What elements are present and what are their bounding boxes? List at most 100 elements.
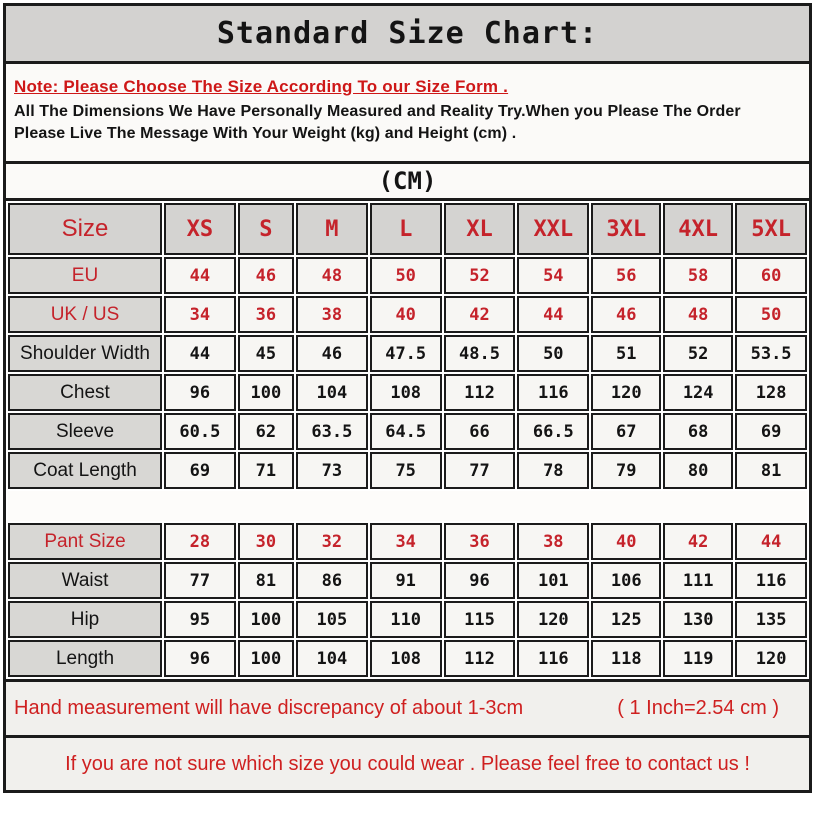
table-row: Length 96 100 104 108 112 116 118 119 120 xyxy=(8,640,807,677)
value-cell: 128 xyxy=(735,374,807,411)
row-label: Length xyxy=(8,640,162,677)
spacer-row xyxy=(8,491,807,521)
value-cell: 100 xyxy=(237,601,294,638)
size-column-header: 4XL xyxy=(663,203,734,255)
measurement-note-band: Hand measurement will have discrepancy o… xyxy=(6,682,809,738)
value-cell: 58 xyxy=(663,257,734,294)
value-cell: 125 xyxy=(591,601,662,638)
value-cell: 50 xyxy=(369,257,442,294)
value-cell: 42 xyxy=(663,523,734,560)
spacer-cell xyxy=(8,491,807,521)
value-cell: 52 xyxy=(663,335,734,372)
value-cell: 46 xyxy=(237,257,294,294)
table-row: Coat Length 69 71 73 75 77 78 79 80 81 xyxy=(8,452,807,489)
row-label: Coat Length xyxy=(8,452,162,489)
value-cell: 71 xyxy=(237,452,294,489)
row-label: Pant Size xyxy=(8,523,162,560)
value-cell: 69 xyxy=(164,452,236,489)
size-column-header: 3XL xyxy=(591,203,662,255)
row-label: Hip xyxy=(8,601,162,638)
value-cell: 119 xyxy=(663,640,734,677)
value-cell: 48 xyxy=(663,296,734,333)
discrepancy-note: Hand measurement will have discrepancy o… xyxy=(14,697,524,719)
size-corner-header: Size xyxy=(8,203,162,255)
value-cell: 46 xyxy=(295,335,368,372)
value-cell: 75 xyxy=(369,452,442,489)
value-cell: 40 xyxy=(591,523,662,560)
value-cell: 53.5 xyxy=(735,335,807,372)
value-cell: 50 xyxy=(517,335,590,372)
table-row: Shoulder Width 44 45 46 47.5 48.5 50 51 52 53.5 xyxy=(8,335,807,372)
value-cell: 36 xyxy=(443,523,516,560)
value-cell: 44 xyxy=(164,257,236,294)
size-chart-table: Size XS S M L XL XXL 3XL 4XL 5XL EU 44 46 48 50 52 54 56 5… xyxy=(6,201,809,679)
value-cell: 44 xyxy=(164,335,236,372)
value-cell: 60.5 xyxy=(164,413,236,450)
note-line-2: Please Live The Message With Your Weight… xyxy=(14,125,517,142)
value-cell: 96 xyxy=(443,562,516,599)
value-cell: 77 xyxy=(443,452,516,489)
value-cell: 135 xyxy=(735,601,807,638)
value-cell: 78 xyxy=(517,452,590,489)
row-label: Shoulder Width xyxy=(8,335,162,372)
value-cell: 101 xyxy=(517,562,590,599)
value-cell: 52 xyxy=(443,257,516,294)
page-title: Standard Size Chart: xyxy=(216,16,599,51)
table-row: Waist 77 81 86 91 96 101 106 111 116 xyxy=(8,562,807,599)
value-cell: 34 xyxy=(369,523,442,560)
size-column-header: XL xyxy=(443,203,516,255)
unit-band: (CM) xyxy=(6,164,809,201)
value-cell: 56 xyxy=(591,257,662,294)
value-cell: 62 xyxy=(237,413,294,450)
value-cell: 108 xyxy=(369,640,442,677)
value-cell: 34 xyxy=(164,296,236,333)
value-cell: 105 xyxy=(295,601,368,638)
value-cell: 73 xyxy=(295,452,368,489)
value-cell: 38 xyxy=(517,523,590,560)
value-cell: 54 xyxy=(517,257,590,294)
value-cell: 28 xyxy=(164,523,236,560)
value-cell: 30 xyxy=(237,523,294,560)
value-cell: 86 xyxy=(295,562,368,599)
size-chart-page: Standard Size Chart: Note: Please Choose… xyxy=(3,3,812,793)
value-cell: 32 xyxy=(295,523,368,560)
note-line-1: All The Dimensions We Have Personally Me… xyxy=(14,103,741,120)
value-cell: 63.5 xyxy=(295,413,368,450)
unit-label: (CM) xyxy=(378,167,437,195)
value-cell: 60 xyxy=(735,257,807,294)
size-column-header: XS xyxy=(164,203,236,255)
value-cell: 44 xyxy=(517,296,590,333)
value-cell: 66 xyxy=(443,413,516,450)
table-row: EU 44 46 48 50 52 54 56 58 60 xyxy=(8,257,807,294)
value-cell: 42 xyxy=(443,296,516,333)
value-cell: 124 xyxy=(663,374,734,411)
value-cell: 68 xyxy=(663,413,734,450)
value-cell: 116 xyxy=(517,640,590,677)
value-cell: 120 xyxy=(735,640,807,677)
value-cell: 81 xyxy=(237,562,294,599)
value-cell: 47.5 xyxy=(369,335,442,372)
size-column-header: M xyxy=(295,203,368,255)
value-cell: 112 xyxy=(443,374,516,411)
title-band: Standard Size Chart: xyxy=(6,6,809,64)
size-column-header: L xyxy=(369,203,442,255)
value-cell: 118 xyxy=(591,640,662,677)
value-cell: 115 xyxy=(443,601,516,638)
value-cell: 116 xyxy=(517,374,590,411)
value-cell: 69 xyxy=(735,413,807,450)
value-cell: 100 xyxy=(237,374,294,411)
row-label: UK / US xyxy=(8,296,162,333)
value-cell: 36 xyxy=(237,296,294,333)
row-label: Sleeve xyxy=(8,413,162,450)
value-cell: 104 xyxy=(295,374,368,411)
value-cell: 112 xyxy=(443,640,516,677)
note-panel: Note: Please Choose The Size According T… xyxy=(6,64,809,164)
value-cell: 95 xyxy=(164,601,236,638)
value-cell: 81 xyxy=(735,452,807,489)
table-row: Chest 96 100 104 108 112 116 120 124 128 xyxy=(8,374,807,411)
header-row: Size XS S M L XL XXL 3XL 4XL 5XL xyxy=(8,203,807,255)
value-cell: 66.5 xyxy=(517,413,590,450)
value-cell: 110 xyxy=(369,601,442,638)
size-column-header: 5XL xyxy=(735,203,807,255)
value-cell: 48 xyxy=(295,257,368,294)
